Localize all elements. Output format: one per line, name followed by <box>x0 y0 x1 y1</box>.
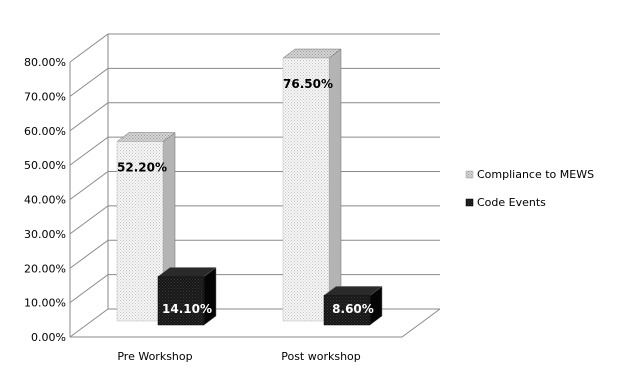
x-category-label: Post workshop <box>281 350 361 363</box>
y-tick-label: 10.00% <box>24 297 66 310</box>
data-label: 76.50% <box>283 77 333 91</box>
legend-label: Code Events <box>477 196 546 209</box>
data-label: 52.20% <box>117 161 167 175</box>
x-category-label: Pre Workshop <box>117 350 192 363</box>
bar-side <box>203 267 217 326</box>
y-tick-label: 50.00% <box>24 159 66 172</box>
bar-front <box>323 295 371 326</box>
y-tick-label: 80.00% <box>24 56 66 69</box>
bar-compliance <box>282 48 342 322</box>
bar-code-events <box>157 267 217 326</box>
bar-code-events <box>323 285 383 326</box>
bar-front <box>116 141 164 322</box>
gridline <box>69 102 440 132</box>
legend-label: Compliance to MEWS <box>477 168 594 181</box>
y-tick-label: 60.00% <box>24 125 66 138</box>
bar-front <box>282 57 330 322</box>
y-tick-label: 20.00% <box>24 262 66 275</box>
bar-front <box>157 276 205 326</box>
y-tick-label: 30.00% <box>24 228 66 241</box>
legend-swatch <box>465 198 474 207</box>
y-tick-label: 40.00% <box>24 194 66 207</box>
gridline <box>69 67 440 97</box>
bars <box>116 48 383 326</box>
y-tick-label: 0.00% <box>31 331 66 344</box>
data-label: 8.60% <box>332 302 374 316</box>
legend-swatch <box>465 170 474 179</box>
legend: Compliance to MEWS Code Events <box>465 168 594 209</box>
floor-outline <box>70 308 441 338</box>
labels: 0.00% 10.00% 20.00% 30.00% 40.00% 50.00% 60.00… <box>24 56 374 363</box>
data-label: 14.10% <box>162 302 212 316</box>
y-tick-label: 70.00% <box>24 90 66 103</box>
gridline <box>69 33 440 63</box>
